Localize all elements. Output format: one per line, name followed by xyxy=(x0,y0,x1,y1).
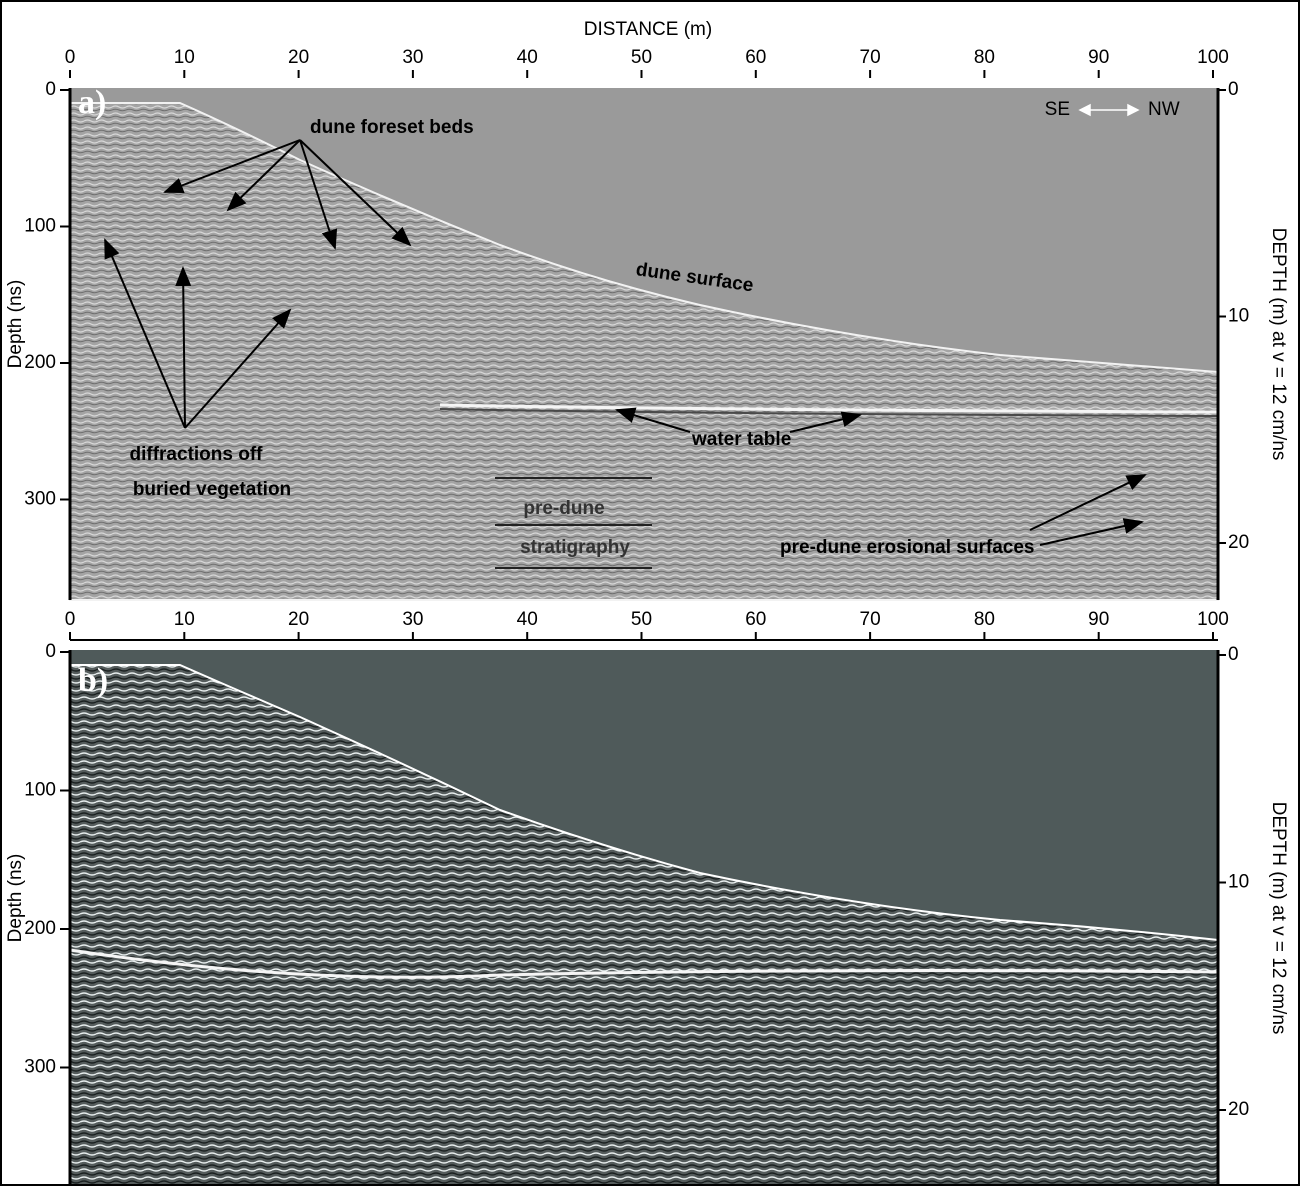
panel-label: b) xyxy=(78,662,108,699)
annotation: buried vegetation xyxy=(133,479,291,500)
orientation-left: SE xyxy=(1045,99,1070,120)
x-tick-label: 50 xyxy=(631,47,652,68)
y-tick-label: 200 xyxy=(24,352,56,373)
x-tick-label: 70 xyxy=(860,609,881,630)
annotation: diffractions off xyxy=(130,444,264,465)
x-axis-title: DISTANCE (m) xyxy=(584,19,712,40)
annotation: stratigraphy xyxy=(520,537,630,558)
annotation: pre-dune erosional surfaces xyxy=(780,537,1034,558)
y2-tick-label: 10 xyxy=(1228,306,1249,327)
y-tick-label: 0 xyxy=(45,79,56,100)
x-tick-label: 0 xyxy=(65,47,76,68)
x-tick-label: 10 xyxy=(174,47,195,68)
x-tick-label: 30 xyxy=(402,609,423,630)
x-tick-label: 30 xyxy=(402,47,423,68)
figure: DISTANCE (m) SE NW dune foreset beds dun… xyxy=(0,0,1300,1186)
y-tick-label: 100 xyxy=(24,216,56,237)
x-tick-label: 90 xyxy=(1088,609,1109,630)
y2-tick-label: 0 xyxy=(1228,79,1239,100)
annotation: water table xyxy=(691,429,791,450)
orientation-right: NW xyxy=(1148,99,1180,120)
y2-tick-label: 20 xyxy=(1228,532,1249,553)
y2-tick-label: 0 xyxy=(1228,644,1239,665)
y-tick-label: 0 xyxy=(45,641,56,662)
y-axis-title: Depth (ns) xyxy=(5,854,26,943)
x-tick-label: 60 xyxy=(745,609,766,630)
panel-label: a) xyxy=(78,84,106,121)
x-tick-label: 100 xyxy=(1197,609,1229,630)
x-tick-label: 50 xyxy=(631,609,652,630)
x-tick-label: 40 xyxy=(517,609,538,630)
x-tick-label: 40 xyxy=(517,47,538,68)
y-tick-label: 300 xyxy=(24,1057,56,1078)
x-tick-label: 0 xyxy=(65,609,76,630)
y-tick-label: 100 xyxy=(24,780,56,801)
x-tick-label: 80 xyxy=(974,609,995,630)
x-tick-label: 70 xyxy=(860,47,881,68)
y-axis-title: Depth (ns) xyxy=(5,280,26,369)
x-tick-label: 100 xyxy=(1197,47,1229,68)
y2-axis-title: DEPTH (m) at v = 12 cm/ns xyxy=(1268,802,1289,1035)
x-tick-label: 90 xyxy=(1088,47,1109,68)
annotation: pre-dune xyxy=(523,498,604,519)
y2-axis-title: DEPTH (m) at v = 12 cm/ns xyxy=(1268,228,1289,461)
x-tick-label: 60 xyxy=(745,47,766,68)
y-tick-label: 300 xyxy=(24,489,56,510)
y2-tick-label: 20 xyxy=(1228,1099,1249,1120)
y-tick-label: 200 xyxy=(24,918,56,939)
x-tick-label: 20 xyxy=(288,47,309,68)
y2-tick-label: 10 xyxy=(1228,872,1249,893)
x-tick-label: 10 xyxy=(174,609,195,630)
annotation: dune foreset beds xyxy=(310,117,474,138)
x-tick-label: 20 xyxy=(288,609,309,630)
x-tick-label: 80 xyxy=(974,47,995,68)
